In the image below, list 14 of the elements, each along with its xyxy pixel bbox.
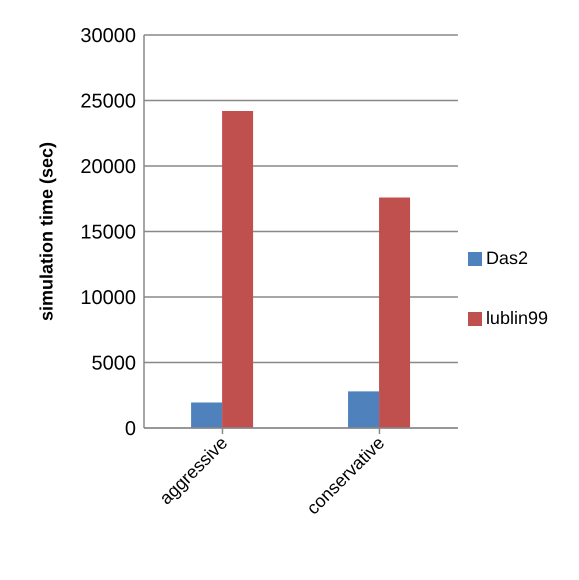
bar — [191, 402, 222, 428]
y-tick-label: 5000 — [92, 352, 136, 375]
y-axis-title: simulation time (sec) — [36, 142, 56, 322]
bar — [379, 197, 410, 428]
y-tick-label: 30000 — [80, 25, 136, 48]
legend-label: lublin99 — [486, 308, 548, 328]
y-tick-label: 25000 — [80, 90, 136, 113]
legend-label: Das2 — [486, 248, 528, 268]
y-tick-label: 10000 — [80, 287, 136, 310]
y-tick-label: 20000 — [80, 156, 136, 178]
y-tick-label: 0 — [124, 418, 136, 440]
y-tick-label: 15000 — [80, 222, 136, 244]
bar — [222, 110, 254, 428]
bar — [348, 391, 380, 428]
